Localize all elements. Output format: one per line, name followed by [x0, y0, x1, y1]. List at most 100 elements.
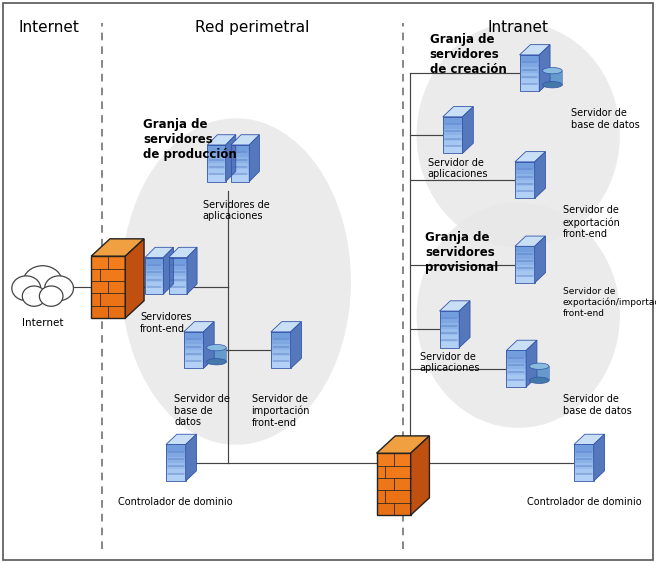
- Polygon shape: [203, 321, 214, 368]
- Polygon shape: [515, 180, 535, 186]
- Polygon shape: [515, 252, 535, 258]
- Polygon shape: [377, 466, 411, 478]
- Polygon shape: [207, 145, 226, 151]
- Polygon shape: [271, 350, 291, 356]
- Polygon shape: [440, 301, 470, 311]
- Ellipse shape: [417, 23, 620, 248]
- Text: Granja de
servidores
de producción: Granja de servidores de producción: [143, 118, 237, 161]
- Ellipse shape: [529, 377, 549, 383]
- Polygon shape: [169, 288, 187, 294]
- Polygon shape: [231, 157, 249, 163]
- Polygon shape: [443, 148, 462, 153]
- Polygon shape: [520, 61, 539, 67]
- Polygon shape: [207, 163, 226, 169]
- Polygon shape: [377, 490, 411, 503]
- Ellipse shape: [543, 68, 562, 74]
- Polygon shape: [506, 363, 526, 369]
- Polygon shape: [207, 157, 226, 163]
- Circle shape: [45, 276, 73, 301]
- Polygon shape: [231, 169, 249, 176]
- Polygon shape: [207, 135, 236, 145]
- Circle shape: [12, 276, 41, 301]
- FancyBboxPatch shape: [529, 367, 549, 381]
- Text: Servidor de
base de
datos: Servidor de base de datos: [174, 394, 230, 427]
- Polygon shape: [187, 247, 197, 294]
- Polygon shape: [535, 236, 546, 283]
- Polygon shape: [515, 151, 546, 162]
- Polygon shape: [377, 436, 430, 453]
- Text: Servidores de
aplicaciones: Servidores de aplicaciones: [203, 200, 270, 221]
- Polygon shape: [166, 445, 186, 450]
- Polygon shape: [520, 55, 539, 61]
- Polygon shape: [506, 350, 526, 356]
- Polygon shape: [184, 356, 203, 363]
- Polygon shape: [515, 271, 535, 277]
- Polygon shape: [440, 342, 459, 348]
- Polygon shape: [145, 282, 163, 288]
- Polygon shape: [163, 247, 173, 294]
- Polygon shape: [443, 141, 462, 148]
- Polygon shape: [91, 293, 125, 306]
- Polygon shape: [271, 344, 291, 350]
- Text: Internet: Internet: [22, 318, 64, 328]
- FancyBboxPatch shape: [207, 347, 226, 362]
- Polygon shape: [166, 469, 186, 475]
- Text: Intranet: Intranet: [488, 20, 548, 35]
- Polygon shape: [271, 356, 291, 363]
- Text: Controlador de dominio: Controlador de dominio: [119, 497, 233, 507]
- Polygon shape: [520, 73, 539, 79]
- Polygon shape: [91, 306, 125, 318]
- Polygon shape: [145, 263, 163, 270]
- Polygon shape: [515, 236, 546, 247]
- Polygon shape: [226, 135, 236, 181]
- Text: Servidores
front-end: Servidores front-end: [140, 312, 192, 334]
- Polygon shape: [271, 363, 291, 368]
- Polygon shape: [169, 276, 187, 282]
- Polygon shape: [249, 135, 259, 181]
- Circle shape: [23, 266, 62, 300]
- Polygon shape: [515, 277, 535, 283]
- Polygon shape: [291, 321, 302, 368]
- Polygon shape: [574, 469, 594, 475]
- Polygon shape: [231, 135, 259, 145]
- Polygon shape: [91, 269, 125, 281]
- Polygon shape: [411, 436, 430, 515]
- Text: Granja de
servidores
provisional: Granja de servidores provisional: [425, 231, 499, 274]
- Polygon shape: [506, 340, 537, 350]
- Polygon shape: [515, 186, 535, 193]
- Polygon shape: [231, 145, 249, 151]
- Polygon shape: [535, 151, 546, 198]
- Polygon shape: [231, 163, 249, 169]
- Polygon shape: [440, 323, 459, 329]
- Polygon shape: [125, 239, 144, 318]
- Polygon shape: [166, 457, 186, 463]
- Polygon shape: [377, 478, 411, 490]
- Polygon shape: [207, 169, 226, 176]
- Polygon shape: [207, 176, 226, 181]
- Ellipse shape: [417, 203, 620, 428]
- Polygon shape: [574, 457, 594, 463]
- Polygon shape: [271, 332, 291, 338]
- Text: Servidor de
base de datos: Servidor de base de datos: [571, 108, 640, 129]
- Polygon shape: [515, 265, 535, 271]
- Polygon shape: [574, 475, 594, 481]
- Polygon shape: [166, 463, 186, 469]
- Polygon shape: [166, 434, 197, 445]
- Ellipse shape: [121, 118, 351, 445]
- Circle shape: [39, 286, 63, 306]
- Polygon shape: [231, 151, 249, 157]
- Polygon shape: [520, 44, 550, 55]
- Polygon shape: [91, 239, 144, 256]
- Polygon shape: [539, 44, 550, 91]
- Polygon shape: [506, 369, 526, 375]
- Text: Servidor de
exportación
front-end: Servidor de exportación front-end: [563, 205, 621, 239]
- Text: Servidor de
aplicaciones: Servidor de aplicaciones: [420, 352, 480, 373]
- Text: Servidor de
importación
front-end: Servidor de importación front-end: [251, 394, 310, 428]
- Polygon shape: [515, 258, 535, 265]
- Text: Servidor de
exportación/importación
front-end: Servidor de exportación/importación fron…: [563, 287, 656, 318]
- Circle shape: [22, 286, 46, 306]
- Polygon shape: [145, 288, 163, 294]
- Polygon shape: [145, 247, 173, 258]
- Polygon shape: [506, 381, 526, 387]
- Polygon shape: [506, 356, 526, 363]
